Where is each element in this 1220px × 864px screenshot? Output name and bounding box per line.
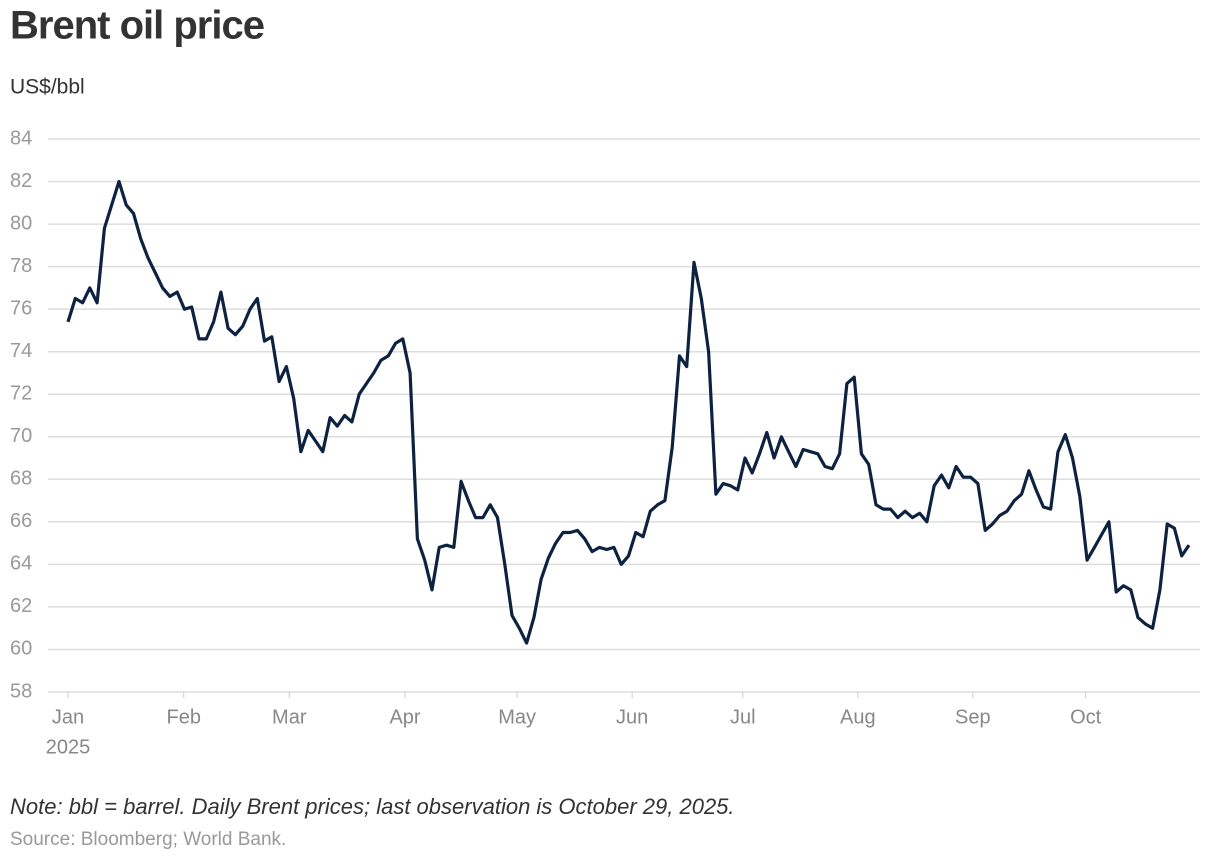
y-tick-label: 82 (10, 170, 32, 192)
x-tick-label: Feb (167, 706, 201, 728)
y-tick-label: 58 (10, 680, 32, 702)
chart-title: Brent oil price (10, 4, 264, 48)
x-tick-label: Aug (840, 706, 876, 728)
y-tick-label: 84 (10, 127, 32, 149)
y-tick-label: 76 (10, 297, 32, 319)
x-tick-label: Apr (389, 706, 420, 728)
y-tick-label: 70 (10, 425, 32, 447)
x-tick-label: Sep (955, 706, 991, 728)
y-tick-label: 62 (10, 595, 32, 617)
chart-subtitle: US$/bbl (10, 76, 85, 99)
y-tick-label: 68 (10, 468, 32, 490)
y-tick-label: 80 (10, 212, 32, 234)
y-tick-label: 60 (10, 638, 32, 660)
price-line (66, 179, 1191, 645)
y-tick-label: 66 (10, 510, 32, 532)
x-tick-label: May (498, 706, 536, 728)
chart-source: Source: Bloomberg; World Bank. (10, 829, 286, 850)
x-tick-sublabel: 2025 (46, 736, 91, 758)
x-tick-label: Jun (616, 706, 648, 728)
chart-note: Note: bbl = barrel. Daily Brent prices; … (10, 794, 735, 819)
y-tick-label: 72 (10, 383, 32, 405)
y-tick-label: 74 (10, 340, 32, 362)
x-tick-label: Jan (52, 706, 84, 728)
x-tick-label: Oct (1070, 706, 1102, 728)
y-tick-label: 78 (10, 255, 32, 277)
x-tick-label: Mar (272, 706, 307, 728)
y-tick-label: 64 (10, 553, 32, 575)
x-tick-label: Jul (730, 706, 756, 728)
